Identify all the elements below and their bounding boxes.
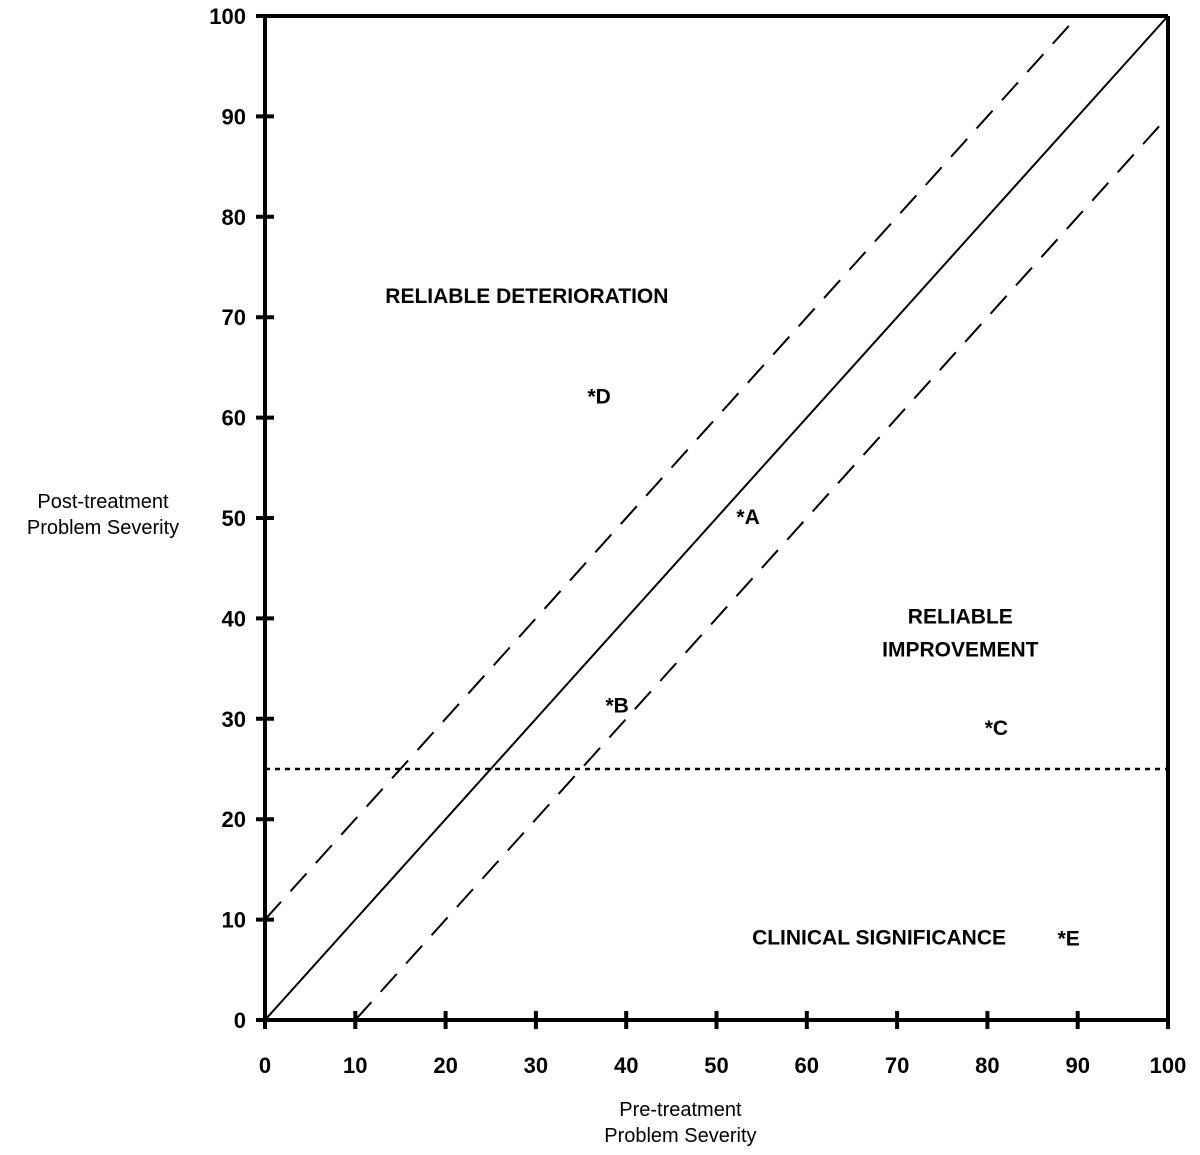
x-tick-label: 60 (795, 1053, 819, 1078)
region-label: RELIABLE DETERIORATION (385, 285, 668, 308)
x-tick-label: 10 (343, 1053, 367, 1078)
region-label: RELIABLE IMPROVEMENT (882, 605, 1039, 661)
region-labels: RELIABLE DETERIORATION RELIABLE IMPROVEMEN… (385, 285, 1038, 950)
y-tick-label: 10 (222, 908, 246, 933)
region-label-line: CLINICAL SIGNIFICANCE (752, 927, 1006, 950)
y-tick-label: 20 (222, 807, 246, 832)
dashed-reference-line (354, 115, 1169, 1021)
data-point-a: *A (736, 506, 759, 529)
y-tick-label: 90 (222, 104, 246, 129)
y-tick-label: 40 (222, 606, 246, 631)
region-label-line: IMPROVEMENT (882, 638, 1039, 661)
x-tick-label: 0 (259, 1053, 271, 1078)
x-tick-label: 20 (433, 1053, 457, 1078)
region-label-line: RELIABLE DETERIORATION (385, 285, 668, 308)
x-axis-title: Pre-treatment Problem Severity (604, 1099, 756, 1147)
y-tick-label: 100 (209, 4, 246, 29)
y-tick-label: 80 (222, 205, 246, 230)
x-tick-label: 100 (1150, 1053, 1187, 1078)
y-tick-label: 70 (222, 305, 246, 330)
region-label-line: RELIABLE (908, 605, 1013, 628)
y-axis-title: Post-treatment Problem Severity (27, 491, 179, 539)
x-tick-label: 50 (704, 1053, 728, 1078)
solid-reference-line (264, 15, 1169, 1021)
data-point-d: *D (587, 386, 610, 409)
dashed-reference-line (264, 15, 1079, 921)
x-tick-label: 30 (524, 1053, 548, 1078)
reference-lines (264, 15, 1169, 1021)
x-axis-title-line: Pre-treatment (619, 1099, 742, 1121)
y-tick-label: 50 (222, 506, 246, 531)
y-tick-label: 60 (222, 406, 246, 431)
y-tick-label: 30 (222, 707, 246, 732)
data-point-b: *B (605, 695, 628, 718)
data-point-e: *E (1058, 928, 1080, 951)
data-points: *A *B *C *D *E (587, 386, 1079, 951)
y-axis-title-line: Post-treatment (37, 491, 169, 513)
x-axis-title-line: Problem Severity (604, 1125, 756, 1147)
y-tick-label: 0 (234, 1008, 246, 1033)
axes (263, 14, 1170, 1022)
y-axis-title-line: Problem Severity (27, 517, 179, 539)
axis-ticks: 0 10 20 30 40 50 60 70 80 90 100 0 10 20 30 40 50 60 70 80 9… (209, 4, 1186, 1078)
region-label: CLINICAL SIGNIFICANCE (752, 927, 1006, 950)
x-tick-label: 80 (975, 1053, 999, 1078)
x-tick-label: 90 (1065, 1053, 1089, 1078)
x-tick-label: 40 (614, 1053, 638, 1078)
x-tick-label: 70 (885, 1053, 909, 1078)
data-point-c: *C (985, 717, 1008, 740)
axis-titles: Pre-treatment Problem SeverityPost-treatm… (27, 491, 757, 1147)
